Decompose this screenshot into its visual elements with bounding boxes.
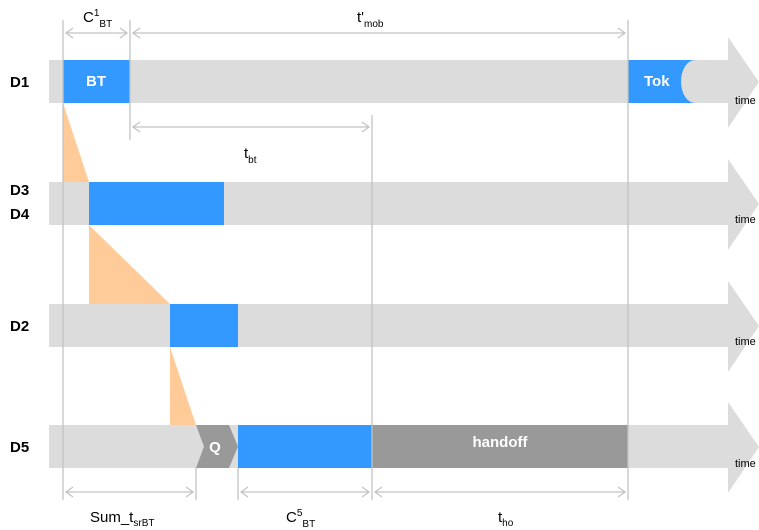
lane-d1 <box>49 37 759 128</box>
tok-block-label: Tok <box>644 73 670 90</box>
tmob-label: t'mob <box>357 9 384 30</box>
c1bt-label: C1BT <box>83 8 112 30</box>
tok-block <box>628 60 709 103</box>
bt-block-label: BT <box>86 73 106 90</box>
device-label-d1: D1 <box>10 74 29 91</box>
tmob-arrow <box>131 27 627 39</box>
d5-block <box>238 425 372 468</box>
tho-label: tho <box>498 509 514 529</box>
time-axis-label: time <box>735 95 756 107</box>
wedge-d3-d2 <box>89 225 170 304</box>
lane-d2 <box>49 281 759 372</box>
time-axis-label: time <box>735 336 756 348</box>
wedge-d1-d3 <box>63 103 89 182</box>
d2-block <box>170 304 238 347</box>
time-axis-label: time <box>735 214 756 226</box>
bt-block <box>63 60 130 103</box>
sum-label: Sum_tsrBT <box>90 509 154 529</box>
tho-arrow <box>373 486 627 498</box>
tbt-label: tbt <box>244 145 257 166</box>
q-block-label: Q <box>209 439 221 456</box>
device-label-d5: D5 <box>10 439 29 456</box>
d3-d4-block <box>89 182 224 225</box>
c1bt-arrow <box>64 27 129 39</box>
handoff-block-label: handoff <box>473 434 529 451</box>
time-axis-label: time <box>735 458 756 470</box>
device-label-d3: D3 <box>10 182 29 199</box>
q-block <box>196 425 238 468</box>
sum-arrow <box>64 486 195 498</box>
handoff-block <box>372 425 628 468</box>
c5bt-label: C5BT <box>286 508 315 530</box>
device-label-d2: D2 <box>10 318 29 335</box>
tbt-arrow <box>131 121 371 133</box>
device-label-d4: D4 <box>10 206 30 223</box>
wedge-d2-d5 <box>170 347 196 425</box>
c5bt-arrow <box>239 486 371 498</box>
